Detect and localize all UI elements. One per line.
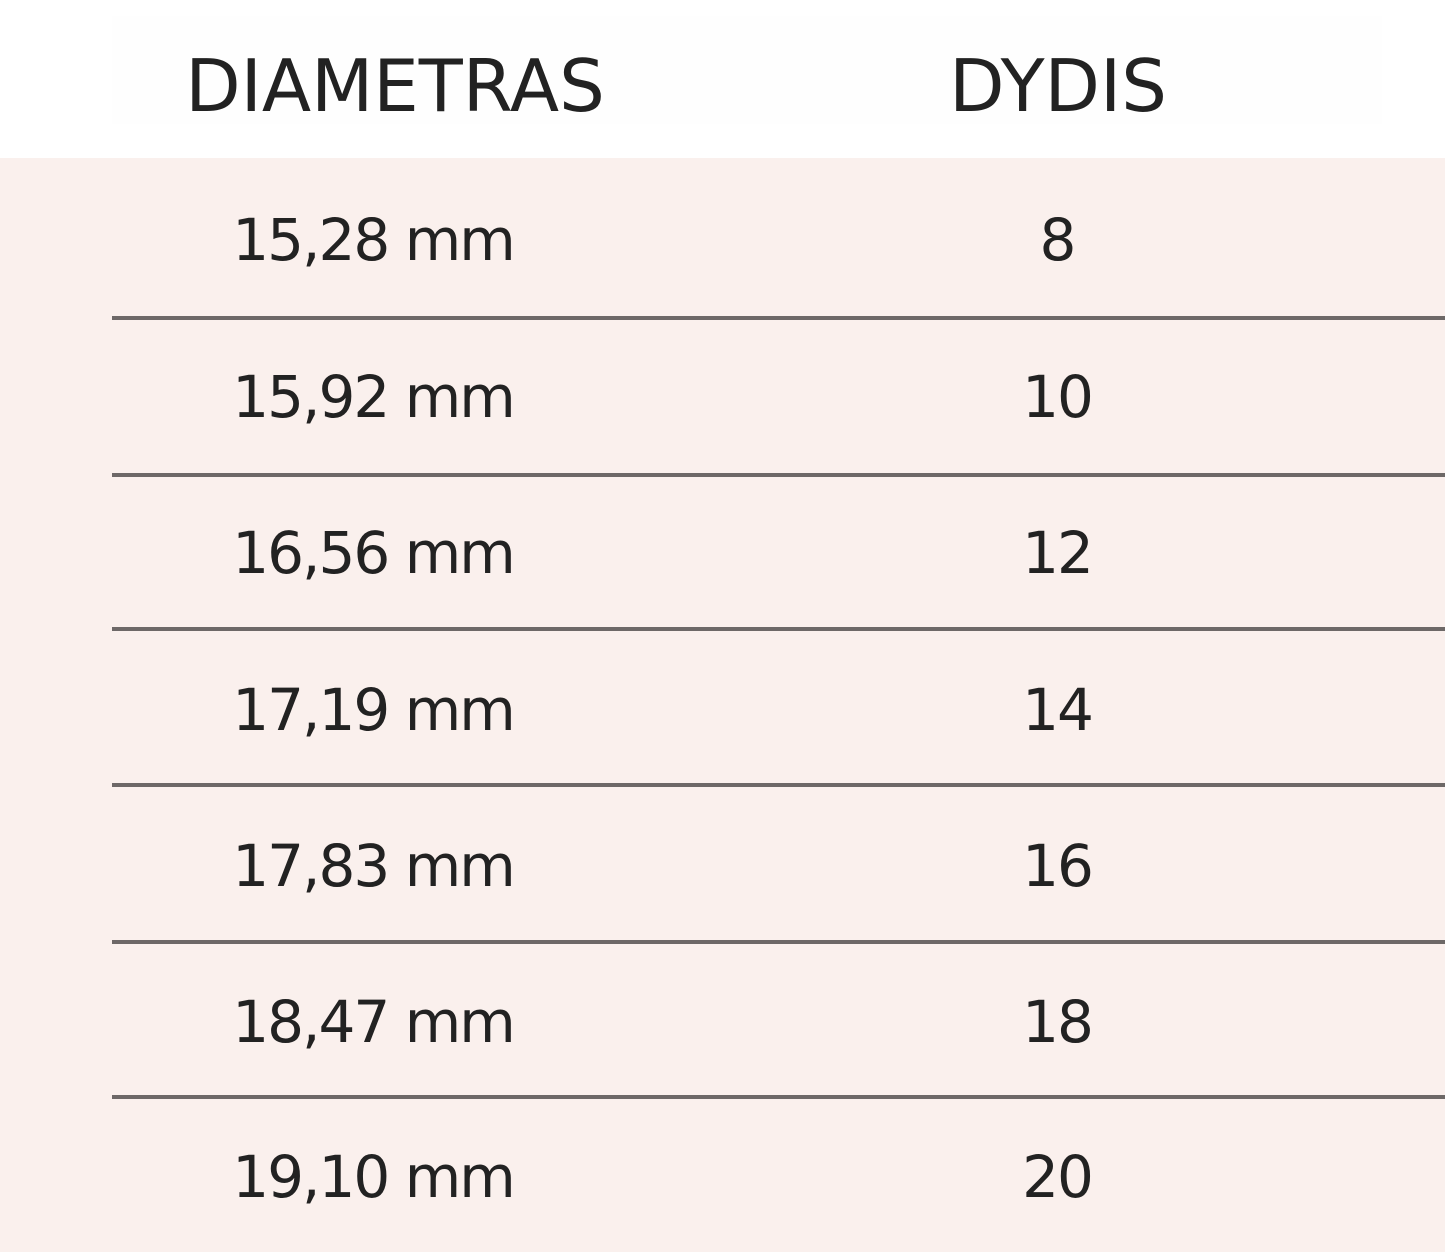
table-row: 16,56 mm 12 (0, 475, 1445, 631)
diameter-cell: 15,92 mm (232, 363, 515, 431)
size-cell: 14 (1022, 676, 1094, 744)
row-divider (112, 473, 1445, 477)
table-body (0, 158, 1445, 1252)
row-divider (112, 627, 1445, 631)
diameter-cell: 19,10 mm (232, 1143, 515, 1211)
diameter-cell: 16,56 mm (232, 519, 515, 587)
table-row: 17,19 mm 14 (0, 632, 1445, 788)
row-divider (112, 1095, 1445, 1099)
table-row: 17,83 mm 16 (0, 788, 1445, 944)
header-diametras: DIAMETRAS (185, 44, 605, 128)
table-row: 18,47 mm 18 (0, 944, 1445, 1100)
table-row: 15,28 mm 8 (0, 162, 1445, 318)
table-row: 15,92 mm 10 (0, 319, 1445, 475)
row-divider (112, 940, 1445, 944)
diameter-cell: 18,47 mm (232, 988, 515, 1056)
row-divider (112, 783, 1445, 787)
diameter-cell: 17,83 mm (232, 832, 515, 900)
size-cell: 12 (1022, 519, 1094, 587)
row-divider (112, 316, 1445, 320)
size-cell: 16 (1022, 832, 1094, 900)
diameter-cell: 15,28 mm (232, 206, 515, 274)
size-cell: 10 (1022, 363, 1094, 431)
table-header-band (112, 16, 1382, 124)
size-cell: 8 (1039, 206, 1077, 274)
table-row: 19,10 mm 20 (0, 1099, 1445, 1255)
diameter-cell: 17,19 mm (232, 676, 515, 744)
header-dydis: DYDIS (949, 44, 1167, 128)
size-cell: 20 (1022, 1143, 1094, 1211)
size-cell: 18 (1022, 988, 1094, 1056)
